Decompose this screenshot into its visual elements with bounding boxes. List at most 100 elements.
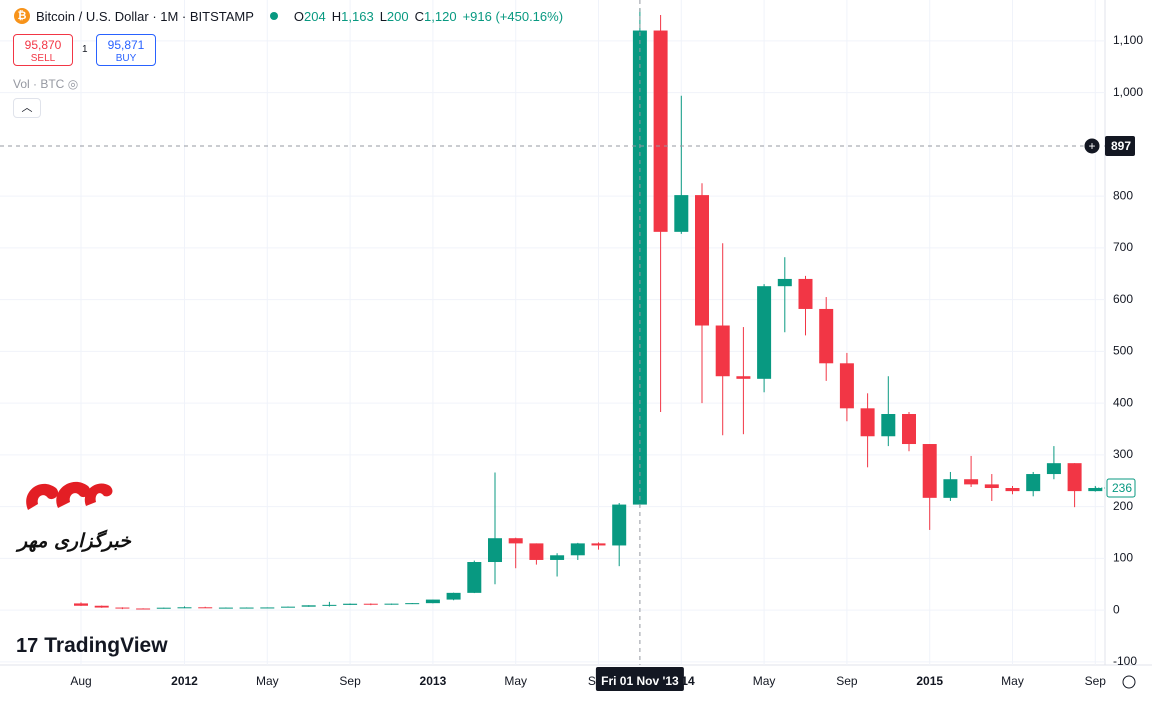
candle-body — [239, 607, 254, 609]
candle-body — [218, 607, 233, 609]
settings-button[interactable] — [1122, 675, 1136, 689]
candle-body — [322, 604, 337, 606]
y-tick-label: 600 — [1113, 292, 1133, 306]
candle-body — [74, 603, 88, 606]
change: +916 (+450.16%) — [462, 8, 564, 24]
crosshair-price-box — [1105, 135, 1135, 156]
x-tick-label: Sep — [836, 674, 858, 688]
candle-body — [757, 286, 772, 379]
candle-body — [1005, 488, 1020, 492]
y-tick-label: 400 — [1113, 395, 1133, 409]
crosshair-time-box — [595, 667, 684, 691]
y-tick-label: 800 — [1113, 188, 1133, 202]
x-tick-label: May — [753, 674, 776, 688]
candle-body — [943, 479, 958, 498]
last-price-label: 236 — [1112, 481, 1132, 495]
ohlc-value: 1,163 — [341, 8, 374, 24]
sell-price: 95,870 — [24, 38, 62, 52]
ohlc-value: 1,120 — [424, 8, 457, 24]
candle-body — [1046, 463, 1061, 475]
sell-button[interactable]: 95,870 SELL — [13, 34, 73, 66]
candle-body — [819, 308, 834, 364]
spread: 1 — [82, 44, 88, 55]
candle-body — [860, 408, 875, 437]
candle-body — [1088, 488, 1103, 492]
logo-shape — [56, 481, 91, 508]
last-price-box — [1106, 478, 1136, 498]
candle-body — [177, 607, 192, 609]
candle-body — [363, 603, 378, 605]
volume-label: Vol · BTC — [13, 77, 65, 91]
candle-body — [467, 562, 482, 593]
candle-body — [902, 414, 916, 445]
add-alert-icon: + — [1088, 139, 1095, 153]
ohlc-value: 204 — [304, 8, 326, 24]
candle-body — [446, 592, 461, 600]
y-tick-label: 300 — [1113, 447, 1133, 461]
x-tick-label: 2015 — [916, 674, 943, 688]
ohlc-label: L — [379, 8, 387, 24]
sell-label: SELL — [30, 53, 56, 64]
candle-body — [198, 607, 213, 609]
x-tick-label: 2013 — [420, 674, 447, 688]
y-tick-label: 200 — [1113, 499, 1133, 513]
brand-text: TradingView — [44, 634, 168, 657]
y-tick-label: 100 — [1113, 551, 1133, 565]
x-tick-label: May — [504, 674, 527, 688]
candle-body — [281, 606, 295, 608]
candle-body — [529, 543, 544, 560]
candle-body — [777, 278, 792, 287]
ohlc-label: O — [293, 8, 305, 24]
candle-body — [798, 278, 813, 309]
brand-icon: 17 — [16, 634, 39, 657]
add-alert-button — [1083, 137, 1101, 155]
logo-shape — [84, 483, 113, 506]
x-tick-label: Sep — [1085, 674, 1107, 688]
candle-body — [695, 195, 709, 326]
y-tick-label: 1,000 — [1113, 85, 1143, 99]
candle-body — [136, 608, 151, 610]
logo-shape — [26, 483, 59, 510]
y-tick-label: 1,100 — [1113, 33, 1143, 47]
candle-body — [508, 538, 523, 544]
crosshair-time-label: Fri 01 Nov '13 — [601, 674, 679, 688]
eye-icon[interactable]: ◎ — [67, 77, 79, 91]
x-tick-label: May — [1001, 674, 1024, 688]
status-dot — [269, 12, 278, 20]
symbol-title[interactable]: Bitcoin / U.S. Dollar · 1M · BITSTAMP — [36, 8, 254, 24]
volume-legend[interactable]: Vol · BTC ◎ — [13, 77, 78, 91]
ohlc-label: C — [414, 8, 425, 24]
symbol-legend: ₿ Bitcoin / U.S. Dollar · 1M · BITSTAMP … — [14, 8, 563, 24]
candle-body — [425, 599, 440, 604]
candle-body — [570, 543, 585, 556]
candle-body — [653, 30, 668, 232]
watermark-text: خبرگزاری مهر — [18, 530, 131, 552]
candle-body — [881, 414, 896, 437]
x-tick-label: Aug — [70, 674, 91, 688]
y-tick-label: 0 — [1113, 602, 1120, 616]
candle-body — [736, 376, 751, 379]
candle-body — [964, 479, 979, 485]
ohlc-label: H — [331, 8, 342, 24]
collapse-button[interactable]: ︿ — [13, 98, 41, 118]
candle-body — [1067, 463, 1082, 492]
y-tick-label: 500 — [1113, 344, 1133, 358]
coin-icon: ₿ — [14, 8, 30, 24]
candle-body — [384, 603, 399, 605]
y-tick-label: 700 — [1113, 240, 1133, 254]
ohlc-value: 200 — [386, 8, 409, 24]
watermark-logo — [26, 481, 113, 510]
candle-body — [984, 484, 999, 489]
crosshair-price-label: 897 — [1111, 139, 1131, 153]
brand[interactable]: 17 TradingView — [16, 634, 168, 658]
buy-button[interactable]: 95,871 BUY — [96, 34, 156, 66]
candle-body — [115, 607, 130, 609]
candle-body — [1026, 474, 1041, 492]
candle-body — [922, 444, 937, 498]
x-tick-label: 2012 — [171, 674, 198, 688]
candle-body — [591, 543, 606, 546]
candle-body — [156, 607, 171, 609]
x-tick-label: May — [256, 674, 279, 688]
candle-body — [343, 603, 358, 605]
